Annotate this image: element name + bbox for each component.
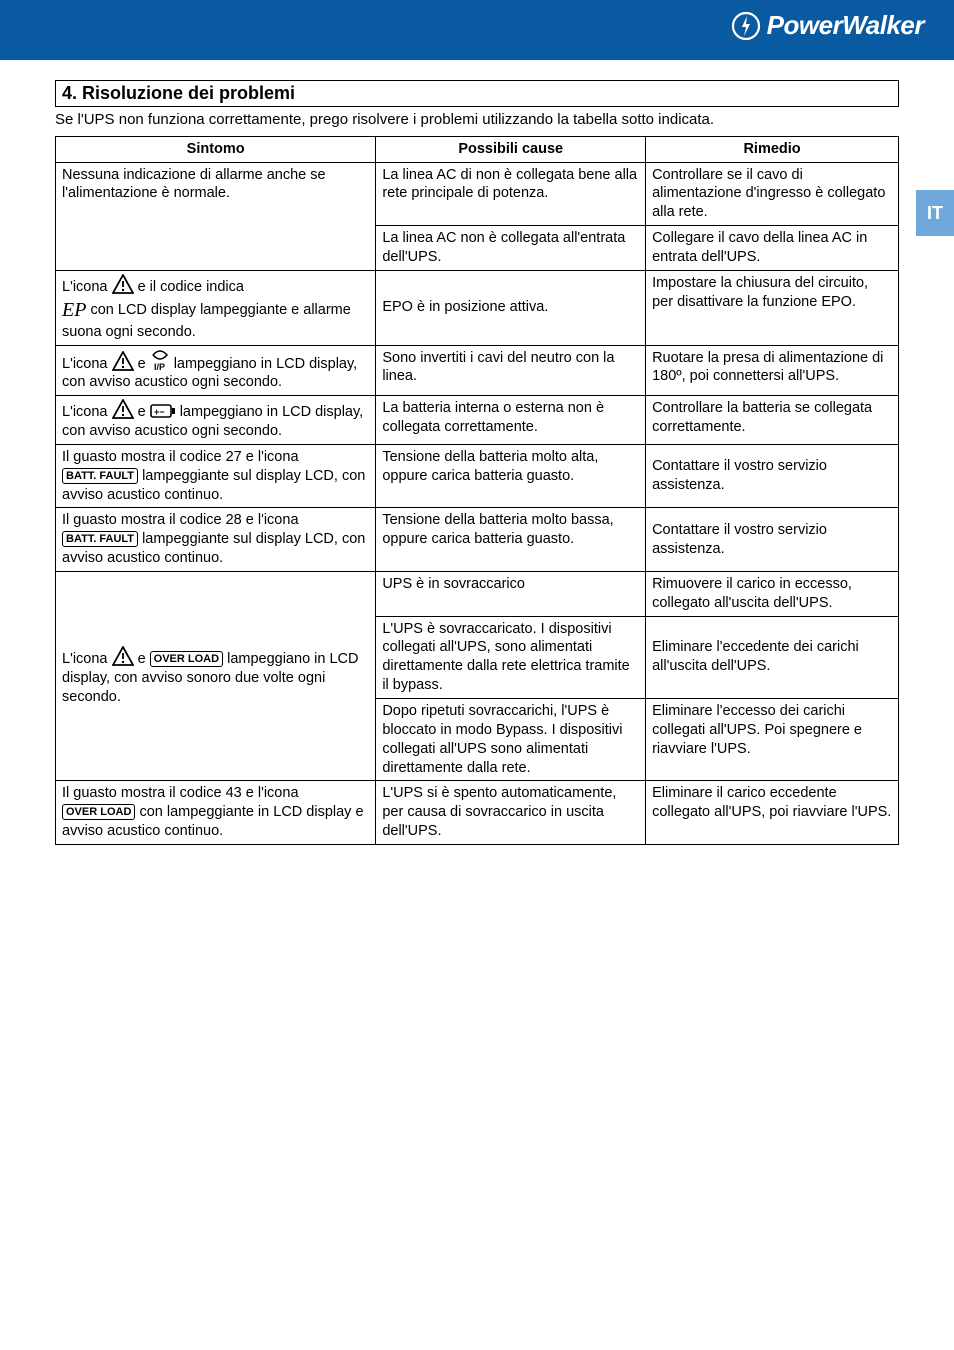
cell-remedy: Contattare il vostro servizio assistenza… xyxy=(646,444,899,508)
overload-label: OVER LOAD xyxy=(62,804,135,820)
power-icon xyxy=(731,11,761,41)
table-row: L'icona e I/P lampeggiano in LCD display… xyxy=(56,345,899,396)
cell-cause: Dopo ripetuti sovraccarichi, l'UPS è blo… xyxy=(376,699,646,781)
intro-text: Se l'UPS non funziona correttamente, pre… xyxy=(55,111,899,130)
table-row: Il guasto mostra il codice 28 e l'icona … xyxy=(56,508,899,572)
overload-label: OVER LOAD xyxy=(150,651,223,667)
cell-cause: Tensione della batteria molto alta, oppu… xyxy=(376,444,646,508)
cell-remedy: Rimuovere il carico in eccesso, collegat… xyxy=(646,571,899,616)
cell-remedy: Eliminare l'eccesso dei carichi collegat… xyxy=(646,699,899,781)
table-row: L'icona e OVER LOAD lampeggiano in LCD d… xyxy=(56,571,899,616)
svg-text:+−: +− xyxy=(154,407,165,417)
cell-cause: L'UPS è sovraccaricato. I dispositivi co… xyxy=(376,616,646,698)
cell-symptom: L'icona e OVER LOAD lampeggiano in LCD d… xyxy=(56,571,376,780)
cell-symptom: Nessuna indicazione di allarme anche se … xyxy=(56,162,376,270)
cell-cause: La batteria interna o esterna non è coll… xyxy=(376,396,646,445)
cell-cause: Tensione della batteria molto bassa, opp… xyxy=(376,508,646,572)
batt-fault-label: BATT. FAULT xyxy=(62,531,138,547)
warning-icon xyxy=(112,646,134,666)
cell-remedy: Eliminare il carico eccedente collegato … xyxy=(646,781,899,845)
table-row: Il guasto mostra il codice 27 e l'icona … xyxy=(56,444,899,508)
batt-fault-label: BATT. FAULT xyxy=(62,468,138,484)
language-tab: IT xyxy=(916,190,954,236)
cell-remedy: Contattare il vostro servizio assistenza… xyxy=(646,508,899,572)
cell-remedy: Controllare la batteria se collegata cor… xyxy=(646,396,899,445)
warning-icon xyxy=(112,399,134,419)
table-header-row: Sintomo Possibili cause Rimedio xyxy=(56,136,899,162)
phase-icon: I/P xyxy=(150,349,170,371)
table-row: Nessuna indicazione di allarme anche se … xyxy=(56,162,899,226)
ep-code: EP xyxy=(62,299,86,321)
cell-remedy: Eliminare l'eccedente dei carichi all'us… xyxy=(646,616,899,698)
header-symptom: Sintomo xyxy=(56,136,376,162)
battery-icon: +− xyxy=(150,403,176,419)
header-remedy: Rimedio xyxy=(646,136,899,162)
brand-text: PowerWalker xyxy=(767,10,924,41)
cell-symptom: L'icona e il codice indica EP con LCD di… xyxy=(56,270,376,345)
cell-remedy: Ruotare la presa di alimentazione di 180… xyxy=(646,345,899,396)
cell-symptom: L'icona e I/P lampeggiano in LCD display… xyxy=(56,345,376,396)
cell-remedy: Collegare il cavo della linea AC in entr… xyxy=(646,226,899,271)
cell-cause: La linea AC di non è collegata bene alla… xyxy=(376,162,646,226)
section-title: 4. Risoluzione dei problemi xyxy=(62,83,295,103)
brand-logo: PowerWalker xyxy=(731,10,924,41)
cell-cause: Sono invertiti i cavi del neutro con la … xyxy=(376,345,646,396)
header-strip: PowerWalker xyxy=(0,0,954,60)
cell-cause: EPO è in posizione attiva. xyxy=(376,270,646,345)
section-title-box: 4. Risoluzione dei problemi xyxy=(55,80,899,107)
warning-icon xyxy=(112,351,134,371)
cell-symptom: Il guasto mostra il codice 27 e l'icona … xyxy=(56,444,376,508)
cell-remedy: Controllare se il cavo di alimentazione … xyxy=(646,162,899,226)
table-row: L'icona e il codice indica EP con LCD di… xyxy=(56,270,899,345)
cell-cause: La linea AC non è collegata all'entrata … xyxy=(376,226,646,271)
table-row: Il guasto mostra il codice 43 e l'icona … xyxy=(56,781,899,845)
cell-remedy: Impostare la chiusura del circuito, per … xyxy=(646,270,899,345)
svg-text:I/P: I/P xyxy=(154,362,165,371)
cell-symptom: Il guasto mostra il codice 28 e l'icona … xyxy=(56,508,376,572)
cell-symptom: L'icona e +− lampeggiano in LCD display,… xyxy=(56,396,376,445)
cell-cause: UPS è in sovraccarico xyxy=(376,571,646,616)
header-cause: Possibili cause xyxy=(376,136,646,162)
cell-cause: L'UPS si è spento automaticamente, per c… xyxy=(376,781,646,845)
cell-symptom: Il guasto mostra il codice 43 e l'icona … xyxy=(56,781,376,845)
table-row: L'icona e +− lampeggiano in LCD display,… xyxy=(56,396,899,445)
troubleshoot-table: Sintomo Possibili cause Rimedio Nessuna … xyxy=(55,136,899,845)
warning-icon xyxy=(112,274,134,294)
